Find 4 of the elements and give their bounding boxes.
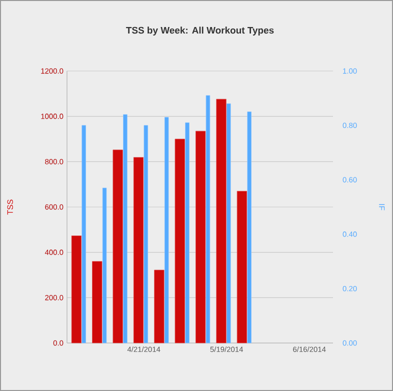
bar <box>82 125 86 344</box>
bar <box>164 117 169 344</box>
bar <box>154 270 164 344</box>
chart-title: TSS by Week: All Workout Types <box>126 26 274 36</box>
